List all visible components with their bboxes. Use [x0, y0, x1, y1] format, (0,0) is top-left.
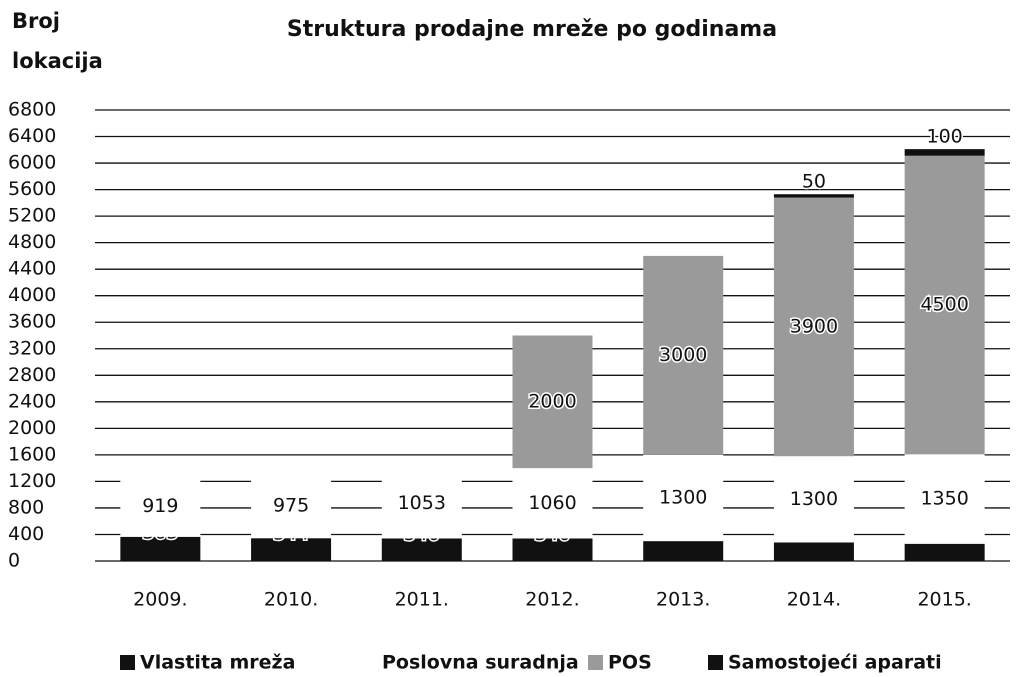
y-tick-label: 2400 — [8, 390, 56, 412]
bar-segment — [904, 543, 985, 561]
y-tick-label: 6800 — [8, 99, 56, 121]
legend-swatch — [708, 655, 723, 670]
bar-segment — [773, 194, 854, 198]
bar-segment — [643, 255, 724, 455]
data-label: 919 — [142, 495, 178, 517]
legend-swatch — [120, 655, 135, 670]
bar-segment — [512, 335, 593, 469]
legend-label: Poslovna suradnja — [382, 652, 579, 674]
y-axis-title: Broj — [12, 9, 60, 33]
bar-segment — [120, 475, 201, 537]
bar-segment — [381, 468, 462, 539]
data-label: 2000 — [528, 390, 576, 412]
x-tick-label: 2009. — [133, 589, 187, 611]
y-tick-label: 2000 — [8, 417, 56, 439]
legend-swatch — [362, 655, 377, 670]
data-label: 50 — [802, 171, 826, 193]
bar-segment — [773, 197, 854, 457]
x-tick-label: 2011. — [395, 589, 449, 611]
y-tick-label: 1200 — [8, 470, 56, 492]
data-label: 3000 — [659, 344, 707, 366]
data-label: 1300 — [790, 488, 838, 510]
x-tick-label: 2014. — [787, 589, 841, 611]
y-tick-label: 1600 — [8, 443, 56, 465]
bar-segment — [904, 155, 985, 455]
data-label: 3900 — [790, 315, 838, 337]
x-tick-label: 2012. — [525, 589, 579, 611]
y-tick-label: 800 — [8, 496, 44, 518]
y-tick-label: 0 — [8, 550, 20, 572]
legend-label: POS — [608, 652, 652, 674]
data-label: 1350 — [920, 487, 968, 509]
x-tick-label: 2015. — [917, 589, 971, 611]
bar-segment — [643, 541, 724, 561]
bar-segment — [643, 454, 724, 542]
bar-segment — [773, 456, 854, 543]
data-label: 100 — [927, 126, 963, 148]
bar-segment — [904, 149, 985, 156]
x-tick-label: 2010. — [264, 589, 318, 611]
y-tick-label: 5600 — [8, 178, 56, 200]
y-tick-label: 400 — [8, 523, 44, 545]
y-tick-label: 4000 — [8, 284, 56, 306]
legend-swatch — [588, 655, 603, 670]
y-tick-label: 3600 — [8, 311, 56, 333]
bar-segment — [251, 538, 332, 561]
legend-label: Vlastita mreža — [140, 652, 295, 674]
y-tick-label: 6000 — [8, 152, 56, 174]
y-tick-label: 6400 — [8, 125, 56, 147]
data-label: 975 — [273, 494, 309, 516]
y-axis-title: lokacija — [12, 49, 103, 73]
data-label: 1053 — [398, 492, 446, 514]
bar-segment — [512, 538, 593, 561]
y-tick-label: 3200 — [8, 337, 56, 359]
data-label: 4500 — [920, 293, 968, 315]
y-tick-label: 4400 — [8, 258, 56, 280]
y-tick-label: 4800 — [8, 231, 56, 253]
x-tick-label: 2013. — [656, 589, 710, 611]
y-tick-label: 2800 — [8, 364, 56, 386]
bar-segment — [904, 454, 985, 544]
bar-segment — [120, 536, 201, 561]
legend-label: Samostojeći aparati — [728, 652, 942, 674]
bar-segment — [251, 473, 332, 539]
bar-segment — [381, 538, 462, 561]
data-label: 1300 — [659, 486, 707, 508]
y-tick-label: 5200 — [8, 205, 56, 227]
bar-segment — [512, 468, 593, 539]
chart-title: Struktura prodajne mreže po godinama — [287, 17, 777, 42]
bar-segment — [773, 542, 854, 561]
data-label: 1060 — [528, 492, 576, 514]
